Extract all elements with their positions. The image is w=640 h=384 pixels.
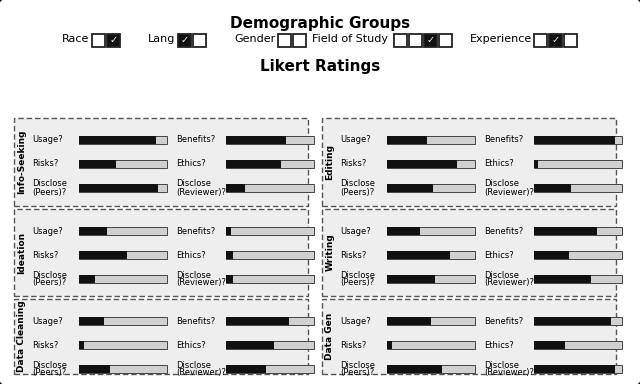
Bar <box>534 341 622 349</box>
Bar <box>79 275 167 283</box>
Bar <box>226 251 233 259</box>
Bar <box>534 227 622 235</box>
Text: Risks?: Risks? <box>32 341 58 349</box>
Text: Ethics?: Ethics? <box>176 341 205 349</box>
Bar <box>387 227 475 235</box>
Text: Lang: Lang <box>148 34 175 44</box>
Text: Risks?: Risks? <box>340 159 366 169</box>
FancyBboxPatch shape <box>322 118 616 206</box>
Bar <box>387 251 451 259</box>
Bar <box>79 184 167 192</box>
Text: ✓: ✓ <box>426 35 435 45</box>
Text: Disclose: Disclose <box>484 361 519 369</box>
Text: Benefits?: Benefits? <box>484 316 524 326</box>
Text: (Peers)?: (Peers)? <box>32 278 67 288</box>
Bar <box>387 317 475 325</box>
Bar <box>424 33 437 46</box>
Bar <box>387 365 475 373</box>
Bar <box>534 184 622 192</box>
Bar <box>387 136 427 144</box>
Text: ✓: ✓ <box>552 35 559 45</box>
Text: Disclose: Disclose <box>32 179 67 189</box>
Bar <box>387 275 475 283</box>
Text: Ideation: Ideation <box>17 232 26 273</box>
Bar <box>226 341 275 349</box>
Bar <box>534 136 622 144</box>
Text: Usage?: Usage? <box>32 227 63 235</box>
Bar <box>79 227 107 235</box>
FancyBboxPatch shape <box>322 299 616 374</box>
Bar <box>226 227 231 235</box>
Bar <box>79 317 167 325</box>
Bar <box>178 33 191 46</box>
Bar <box>293 33 306 46</box>
Text: Benefits?: Benefits? <box>176 136 215 144</box>
Bar <box>387 317 431 325</box>
Bar <box>387 341 392 349</box>
Text: Writing: Writing <box>326 233 335 271</box>
Bar <box>226 275 233 283</box>
Text: Gender: Gender <box>234 34 275 44</box>
Bar <box>79 365 167 373</box>
Text: (Peers)?: (Peers)? <box>32 369 67 377</box>
Bar <box>534 33 547 46</box>
Bar <box>387 160 475 168</box>
Bar <box>387 227 420 235</box>
Bar <box>79 136 156 144</box>
Text: Benefits?: Benefits? <box>484 227 524 235</box>
Bar <box>79 160 116 168</box>
Bar <box>226 227 314 235</box>
Text: ✓: ✓ <box>109 35 118 45</box>
Bar <box>79 136 167 144</box>
Bar <box>226 136 314 144</box>
Bar <box>387 160 458 168</box>
Bar <box>79 275 95 283</box>
Text: Data Cleaning: Data Cleaning <box>17 301 26 372</box>
Bar <box>79 251 127 259</box>
Text: Benefits?: Benefits? <box>176 227 215 235</box>
Text: (Peers)?: (Peers)? <box>340 369 374 377</box>
Bar <box>226 317 314 325</box>
Bar <box>79 251 167 259</box>
Bar <box>534 317 611 325</box>
Bar <box>226 275 314 283</box>
Bar <box>226 160 280 168</box>
Bar <box>193 33 206 46</box>
Bar <box>534 275 622 283</box>
Bar <box>534 227 597 235</box>
Text: Disclose: Disclose <box>484 179 519 189</box>
Bar <box>79 317 104 325</box>
FancyBboxPatch shape <box>322 209 616 296</box>
Bar <box>534 341 564 349</box>
Bar <box>92 33 105 46</box>
Bar <box>439 33 452 46</box>
Bar <box>79 341 84 349</box>
FancyBboxPatch shape <box>14 299 308 374</box>
Text: Race: Race <box>62 34 90 44</box>
Bar <box>226 365 314 373</box>
Text: Demographic Groups: Demographic Groups <box>230 16 410 31</box>
Text: (Reviewer)?: (Reviewer)? <box>176 278 226 288</box>
Bar <box>534 365 622 373</box>
Text: Field of Study: Field of Study <box>312 34 388 44</box>
Text: Disclose: Disclose <box>32 270 67 280</box>
Text: Ethics?: Ethics? <box>484 341 514 349</box>
Bar <box>387 365 442 373</box>
Bar <box>107 33 120 46</box>
Text: Disclose: Disclose <box>484 270 519 280</box>
Bar <box>79 365 110 373</box>
Bar <box>79 184 158 192</box>
Bar <box>226 160 314 168</box>
Text: Usage?: Usage? <box>340 227 371 235</box>
Text: Disclose: Disclose <box>176 179 211 189</box>
Bar <box>534 184 571 192</box>
Bar <box>409 33 422 46</box>
Text: Benefits?: Benefits? <box>484 136 524 144</box>
Bar <box>534 251 622 259</box>
FancyBboxPatch shape <box>14 118 308 206</box>
Text: Risks?: Risks? <box>340 341 366 349</box>
Bar <box>226 184 245 192</box>
Bar <box>79 160 167 168</box>
Text: Usage?: Usage? <box>340 316 371 326</box>
